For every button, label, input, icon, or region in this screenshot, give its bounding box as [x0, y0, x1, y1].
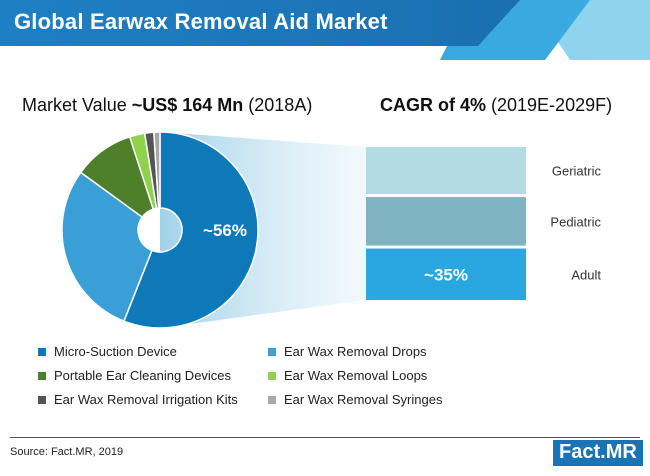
- bar-segment-pediatric: [366, 197, 526, 246]
- page-title: Global Earwax Removal Aid Market: [14, 9, 388, 34]
- donut-chart: ~56%: [61, 131, 259, 329]
- legend-label: Micro-Suction Device: [54, 344, 177, 359]
- pie-data-label-1: ~56%: [203, 221, 247, 240]
- chart-area: ~56% Adult ~35% Pediatric Geriatric: [61, 131, 602, 329]
- stacked-bar-chart: Adult ~35% Pediatric Geriatric: [366, 147, 602, 300]
- cagr-stat: CAGR of 4% (2019E-2029F): [380, 95, 612, 116]
- legend-swatch: [268, 347, 276, 356]
- bar-category-label-geriatric: Geriatric: [552, 164, 602, 179]
- legend-item: Ear Wax Removal Syringes: [268, 392, 442, 407]
- header-bar: [0, 0, 520, 46]
- legend-swatch: [268, 395, 276, 404]
- legend-item: Ear Wax Removal Irrigation Kits: [38, 392, 238, 407]
- legend-swatch: [268, 371, 276, 380]
- bar-segment-geriatric: [366, 147, 526, 195]
- pie-slice-1: [122, 131, 259, 329]
- legend-label: Ear Wax Removal Loops: [284, 368, 428, 383]
- source-note: Source: Fact.MR, 2019: [10, 446, 124, 458]
- legend-item: Ear Wax Removal Loops: [268, 368, 427, 383]
- legend-swatch: [38, 395, 46, 404]
- pie-slice-6: [153, 131, 161, 209]
- legend-swatch: [38, 371, 46, 380]
- market-value-stat: Market Value ~US$ 164 Mn (2018A): [22, 95, 312, 116]
- bar-category-label-pediatric: Pediatric: [550, 214, 601, 229]
- legend-item: Portable Ear Cleaning Devices: [38, 368, 231, 383]
- legend-label: Ear Wax Removal Drops: [284, 344, 427, 359]
- header-banner: [0, 0, 650, 60]
- cagr-value: CAGR of 4%: [380, 95, 487, 115]
- legend-item: Micro-Suction Device: [38, 344, 177, 359]
- legend-label: Ear Wax Removal Irrigation Kits: [54, 392, 238, 407]
- bar-data-label-adult: ~35%: [424, 265, 468, 284]
- factmr-logo: Fact.MR: [553, 440, 643, 466]
- market-value-year: (2018A): [243, 95, 313, 115]
- bar-category-label-adult: Adult: [571, 267, 601, 282]
- cagr-period: (2019E-2029F): [486, 95, 613, 115]
- market-value-amount: ~US$ 164 Mn: [131, 95, 244, 115]
- legend-swatch: [38, 347, 46, 356]
- pie-slice-2: [61, 171, 153, 323]
- legend-label: Ear Wax Removal Syringes: [284, 392, 443, 407]
- market-value-label: Market Value: [22, 95, 132, 115]
- legend-label: Portable Ear Cleaning Devices: [54, 368, 232, 383]
- bar-segment-adult: [366, 248, 526, 300]
- footer-divider: [10, 437, 640, 438]
- legend-item: Ear Wax Removal Drops: [268, 344, 427, 359]
